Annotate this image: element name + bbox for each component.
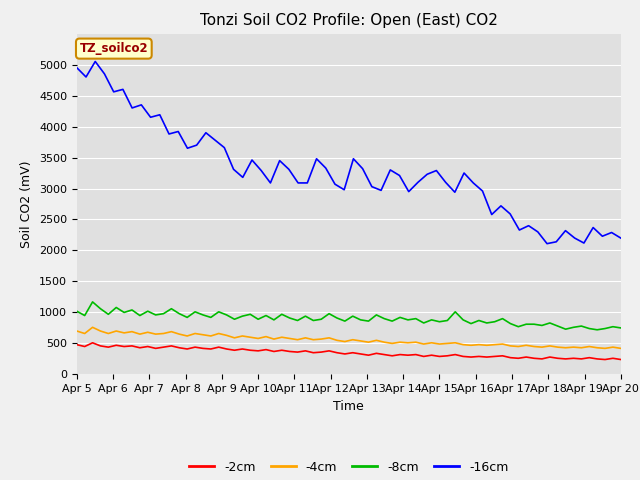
- X-axis label: Time: Time: [333, 400, 364, 413]
- Title: Tonzi Soil CO2 Profile: Open (East) CO2: Tonzi Soil CO2 Profile: Open (East) CO2: [200, 13, 498, 28]
- Text: TZ_soilco2: TZ_soilco2: [79, 42, 148, 55]
- Y-axis label: Soil CO2 (mV): Soil CO2 (mV): [20, 160, 33, 248]
- Legend: -2cm, -4cm, -8cm, -16cm: -2cm, -4cm, -8cm, -16cm: [184, 456, 513, 479]
